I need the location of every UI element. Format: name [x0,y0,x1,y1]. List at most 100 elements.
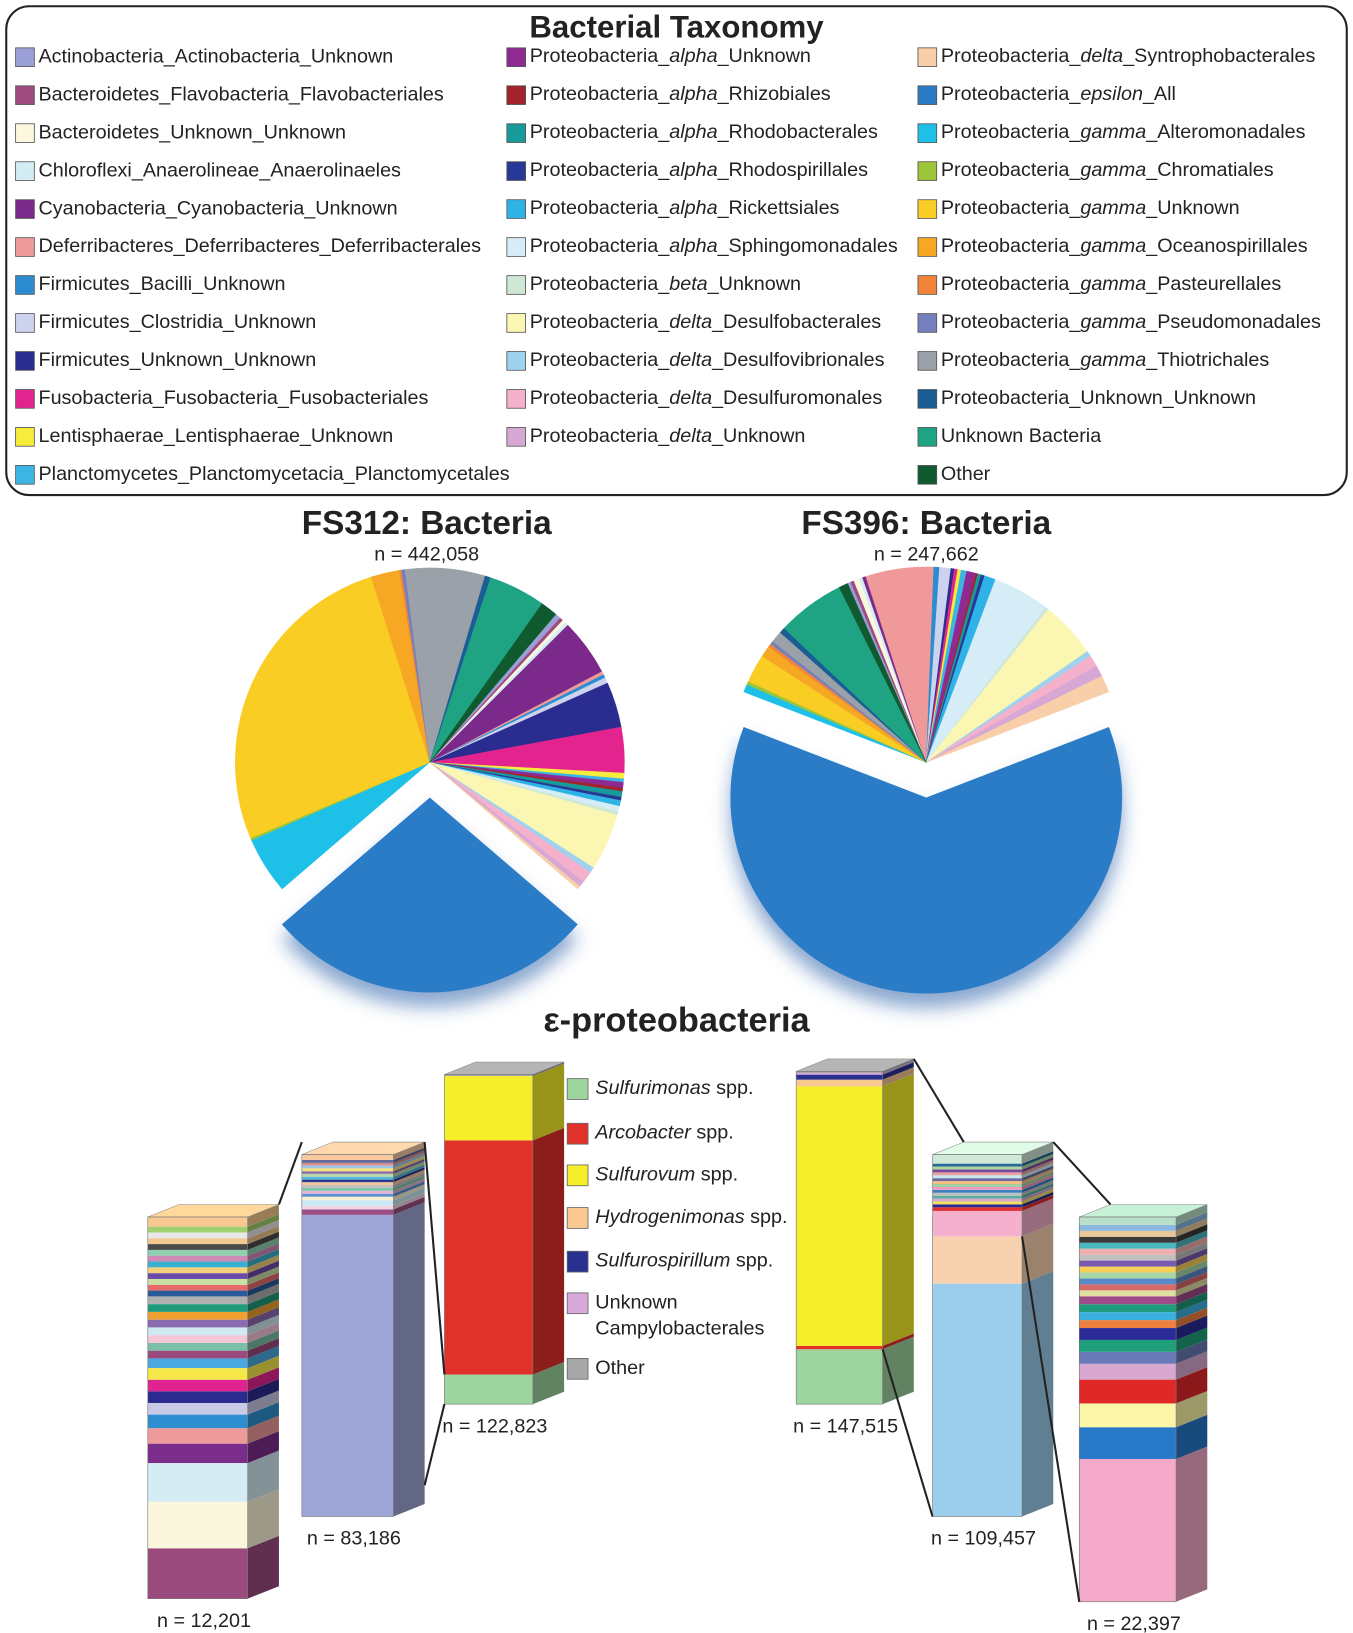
bar-side [1022,1186,1054,1202]
bar-side [247,1314,279,1336]
bar-side [532,1061,565,1077]
text-part: Proteobacteria_ [530,121,670,143]
bar-segment [147,1327,248,1336]
bar-side [247,1489,279,1549]
bar-segment [932,1283,1023,1517]
legend-swatch [566,1207,589,1229]
text-part: Proteobacteria_ [941,159,1081,181]
legend-swatch [15,47,35,67]
legend-label: Firmicutes_Unknown_Unknown [39,349,317,371]
legend-label: Proteobacteria_delta_Desulfuromonales [530,387,883,409]
bar-segment [1079,1272,1177,1279]
legend-swatch [917,389,938,409]
bar-side [1176,1351,1208,1380]
pie-slice [730,727,1123,994]
bar-side [247,1249,279,1268]
bar-side [1176,1299,1208,1321]
legend-label: Firmicutes_Clostridia_Unknown [39,311,317,333]
bar-side [393,1181,425,1197]
bar-side [393,1172,425,1188]
bar-side [882,1067,914,1087]
legend-swatch [566,1078,589,1100]
bar-segment [147,1216,248,1227]
legend-swatch [506,427,527,447]
bar-segment [147,1319,248,1328]
legend-label: Bacteroidetes_Flavobacteria_Flavobacteri… [39,83,444,105]
bar-segment [147,1261,248,1268]
legend-label: Hydrogenimonas spp. [595,1206,787,1228]
bar-segment [147,1244,248,1250]
bar-segment [796,1086,883,1346]
text-part: gamma [1080,235,1146,257]
text-part: alpha [669,45,717,67]
bar-side [1022,1171,1054,1187]
bar-side [247,1214,279,1233]
bar-outline [444,1074,534,1405]
text-part: gamma [1080,197,1146,219]
bar-side [1022,1191,1054,1208]
legend-label: Sulfurimonas spp. [595,1077,753,1099]
text-part: Proteobacteria_ [941,197,1081,219]
bar-segment [301,1187,394,1191]
legend-swatch [566,1357,589,1380]
bar-side [1176,1248,1208,1267]
bar-segment [932,1204,1023,1208]
bar-side [882,1060,914,1075]
legend-label: Proteobacteria_epsilon_All [941,83,1176,105]
legend-label: Proteobacteria_gamma_Pseudomonadales [941,311,1321,333]
bar-segment [301,1171,394,1174]
legend-label: Planctomycetes_Planctomycetacia_Planctom… [39,463,510,485]
bar-label: n = 109,457 [931,1528,1036,1550]
pie-title: FS396: Bacteria [801,505,1051,542]
bar-side [247,1345,279,1369]
bar-side [1176,1236,1208,1255]
bar-side [532,1063,565,1141]
pie-slice [235,576,431,839]
bar-segment [301,1205,394,1210]
text-part: _Chromatiales [1145,159,1273,181]
legend-swatch [506,313,527,333]
bar-side [1176,1327,1208,1352]
bar-side [882,1058,914,1073]
bar-outline [301,1154,394,1517]
bar-segment [1079,1266,1177,1273]
text-part: alpha [669,159,717,181]
zoom-line [881,1348,934,1517]
text-part: delta [669,349,712,371]
text-part: Proteobacteria_ [941,121,1081,143]
pie-subtitle: n = 442,058 [374,544,479,566]
legend-label: Proteobacteria_delta_Desulfobacterales [530,311,882,333]
bar-side [393,1150,425,1166]
text-part: alpha [669,235,717,257]
bar-side [247,1415,279,1444]
bar-segment [1079,1328,1177,1340]
bar-segment [147,1249,248,1256]
legend-label: Actinobacteria_Actinobacteria_Unknown [39,45,394,67]
bar-side [1022,1156,1054,1173]
text-part: gamma [1080,121,1146,143]
legend-label: Cyanobacteria_Cyanobacteria_Unknown [39,197,398,219]
bar-segment [1079,1304,1177,1313]
pie-subtitle: n = 247,662 [874,544,979,566]
bar-segment [1079,1427,1177,1459]
bar-side [393,1161,425,1177]
bar-side [247,1431,279,1464]
bar-side [393,1175,425,1191]
text-part: Arcobacter [594,1122,692,1144]
legend-swatch [506,199,527,219]
bar-side [1176,1307,1208,1329]
bar-side [1022,1165,1054,1182]
legend-swatch [917,465,938,485]
bar-segment [147,1358,248,1369]
legend-swatch [917,161,938,181]
legend-label: Proteobacteria_delta_Unknown [530,425,806,447]
legend-label: Unknown Bacteria [941,425,1101,447]
bar-segment [932,1178,1023,1182]
text-part: Proteobacteria_ [530,197,670,219]
bar-segment [932,1207,1023,1211]
bar-label: n = 83,186 [307,1528,401,1550]
bar-segment [301,1196,394,1201]
text-part: gamma [1080,159,1146,181]
bar-segment [1079,1278,1177,1285]
legend-swatch [506,389,527,409]
